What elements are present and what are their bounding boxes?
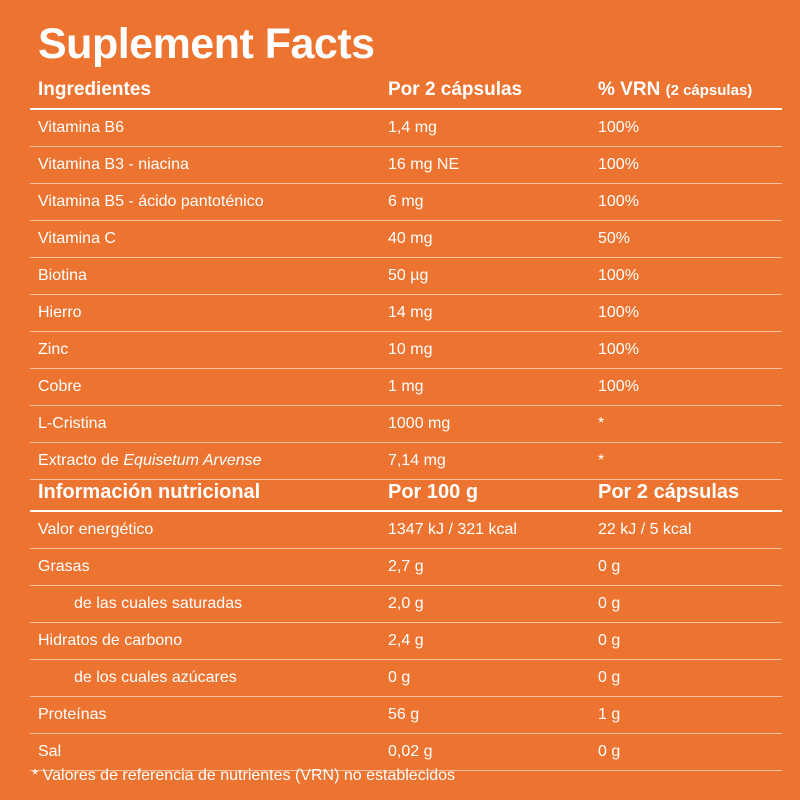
table-row: Vitamina C 40 mg 50% xyxy=(30,221,782,258)
ingredient-name: Vitamina B3 - niacina xyxy=(38,156,189,173)
ingredient-vrn: 100% xyxy=(598,267,639,284)
nutrient-per2: 0 g xyxy=(598,595,621,612)
table-row: Sal 0,02 g 0 g xyxy=(30,734,782,771)
ingredient-amount: 1000 mg xyxy=(388,415,451,432)
ingredient-name: Cobre xyxy=(38,378,82,395)
table-row: Zinc 10 mg 100% xyxy=(30,332,782,369)
header-nutrition: Información nutricional xyxy=(38,481,261,503)
ingredient-name: Vitamina B6 xyxy=(38,119,124,136)
ingredient-amount: 6 mg xyxy=(388,193,424,210)
table-row: Vitamina B5 - ácido pantoténico 6 mg 100… xyxy=(30,184,782,221)
ingredient-amount: 7,14 mg xyxy=(388,452,446,469)
nutrient-per2: 0 g xyxy=(598,669,621,686)
nutrient-per2: 1 g xyxy=(598,706,621,723)
table-row: Vitamina B6 1,4 mg 100% xyxy=(30,110,782,147)
ingredient-vrn: 50% xyxy=(598,230,631,247)
nutrient-per2: 0 g xyxy=(598,632,621,649)
nutrient-name: de los cuales azúcares xyxy=(74,669,237,686)
header-amount: Por 2 cápsulas xyxy=(388,79,523,100)
ingredient-name: Hierro xyxy=(38,304,82,321)
nutrient-name: Grasas xyxy=(38,558,90,575)
nutrient-per100: 56 g xyxy=(388,706,420,723)
ingredient-name: Vitamina B5 - ácido pantoténico xyxy=(38,193,264,210)
ingredient-name: Vitamina C xyxy=(38,230,116,247)
table-row: de los cuales azúcares 0 g 0 g xyxy=(30,660,782,697)
ingredient-vrn: 100% xyxy=(598,193,639,210)
ingredient-vrn: 100% xyxy=(598,119,639,136)
ingredient-vrn: * xyxy=(598,415,605,432)
ingredients-header-row: Ingredientes Por 2 cápsulas % VRN (2 cáp… xyxy=(30,72,782,110)
nutrient-per2: 0 g xyxy=(598,743,621,760)
ingredient-name-prefix: Extracto de xyxy=(38,452,124,469)
nutrient-name: Hidratos de carbono xyxy=(38,632,183,649)
table-row: Vitamina B3 - niacina 16 mg NE 100% xyxy=(30,147,782,184)
table-row: Valor energético 1347 kJ / 321 kcal 22 k… xyxy=(30,512,782,549)
nutrient-per2: 0 g xyxy=(598,558,621,575)
table-row: Extracto de Equisetum Arvense 7,14 mg * xyxy=(30,443,782,480)
footnote: * Valores de referencia de nutrientes (V… xyxy=(32,767,456,784)
ingredient-name: Extracto de Equisetum Arvense xyxy=(38,443,262,479)
table-row: Hidratos de carbono 2,4 g 0 g xyxy=(30,623,782,660)
ingredient-vrn: 100% xyxy=(598,156,639,173)
header-per2: Por 2 cápsulas xyxy=(598,481,740,503)
header-vrn-label: % VRN xyxy=(598,79,661,100)
nutrient-per2: 22 kJ / 5 kcal xyxy=(598,521,692,538)
nutrient-per100: 2,4 g xyxy=(388,632,424,649)
table-row: L-Cristina 1000 mg * xyxy=(30,406,782,443)
ingredient-name: Zinc xyxy=(38,341,69,358)
nutrient-name: de las cuales saturadas xyxy=(74,595,243,612)
ingredient-amount: 1 mg xyxy=(388,378,424,395)
table-row: Hierro 14 mg 100% xyxy=(30,295,782,332)
table-row: Biotina 50 µg 100% xyxy=(30,258,782,295)
ingredient-amount: 14 mg xyxy=(388,304,433,321)
page-title: Suplement Facts xyxy=(38,20,375,68)
ingredient-name: L-Cristina xyxy=(38,415,107,432)
ingredient-amount: 1,4 mg xyxy=(388,119,437,136)
table-row: Grasas 2,7 g 0 g xyxy=(30,549,782,586)
ingredient-vrn: 100% xyxy=(598,378,639,395)
ingredients-table: Ingredientes Por 2 cápsulas % VRN (2 cáp… xyxy=(30,72,782,480)
ingredient-vrn: 100% xyxy=(598,304,639,321)
table-row: Proteínas 56 g 1 g xyxy=(30,697,782,734)
nutrition-header-row: Información nutricional Por 100 g Por 2 … xyxy=(30,474,782,512)
header-vrn-sub: (2 cápsulas) xyxy=(665,82,753,99)
nutrient-name: Sal xyxy=(38,743,62,760)
ingredient-amount: 10 mg xyxy=(388,341,433,358)
ingredient-amount: 16 mg NE xyxy=(388,156,460,173)
table-row: Cobre 1 mg 100% xyxy=(30,369,782,406)
nutrient-name: Proteínas xyxy=(38,706,107,723)
header-vrn: % VRN (2 cápsulas) xyxy=(598,72,752,109)
ingredient-amount: 50 µg xyxy=(388,267,429,284)
nutrient-per100: 0,02 g xyxy=(388,743,433,760)
header-per100: Por 100 g xyxy=(388,481,479,503)
header-ingredients: Ingredientes xyxy=(38,79,151,100)
nutrition-table: Información nutricional Por 100 g Por 2 … xyxy=(30,474,782,771)
nutrient-per100: 2,0 g xyxy=(388,595,424,612)
nutrient-name: Valor energético xyxy=(38,521,154,538)
table-row: de las cuales saturadas 2,0 g 0 g xyxy=(30,586,782,623)
nutrient-per100: 2,7 g xyxy=(388,558,424,575)
nutrient-per100: 1347 kJ / 321 kcal xyxy=(388,521,517,538)
ingredient-amount: 40 mg xyxy=(388,230,433,247)
ingredient-vrn: * xyxy=(598,452,605,469)
nutrient-per100: 0 g xyxy=(388,669,411,686)
ingredient-name-italic: Equisetum Arvense xyxy=(123,452,262,469)
ingredient-vrn: 100% xyxy=(598,341,639,358)
ingredient-name: Biotina xyxy=(38,267,87,284)
